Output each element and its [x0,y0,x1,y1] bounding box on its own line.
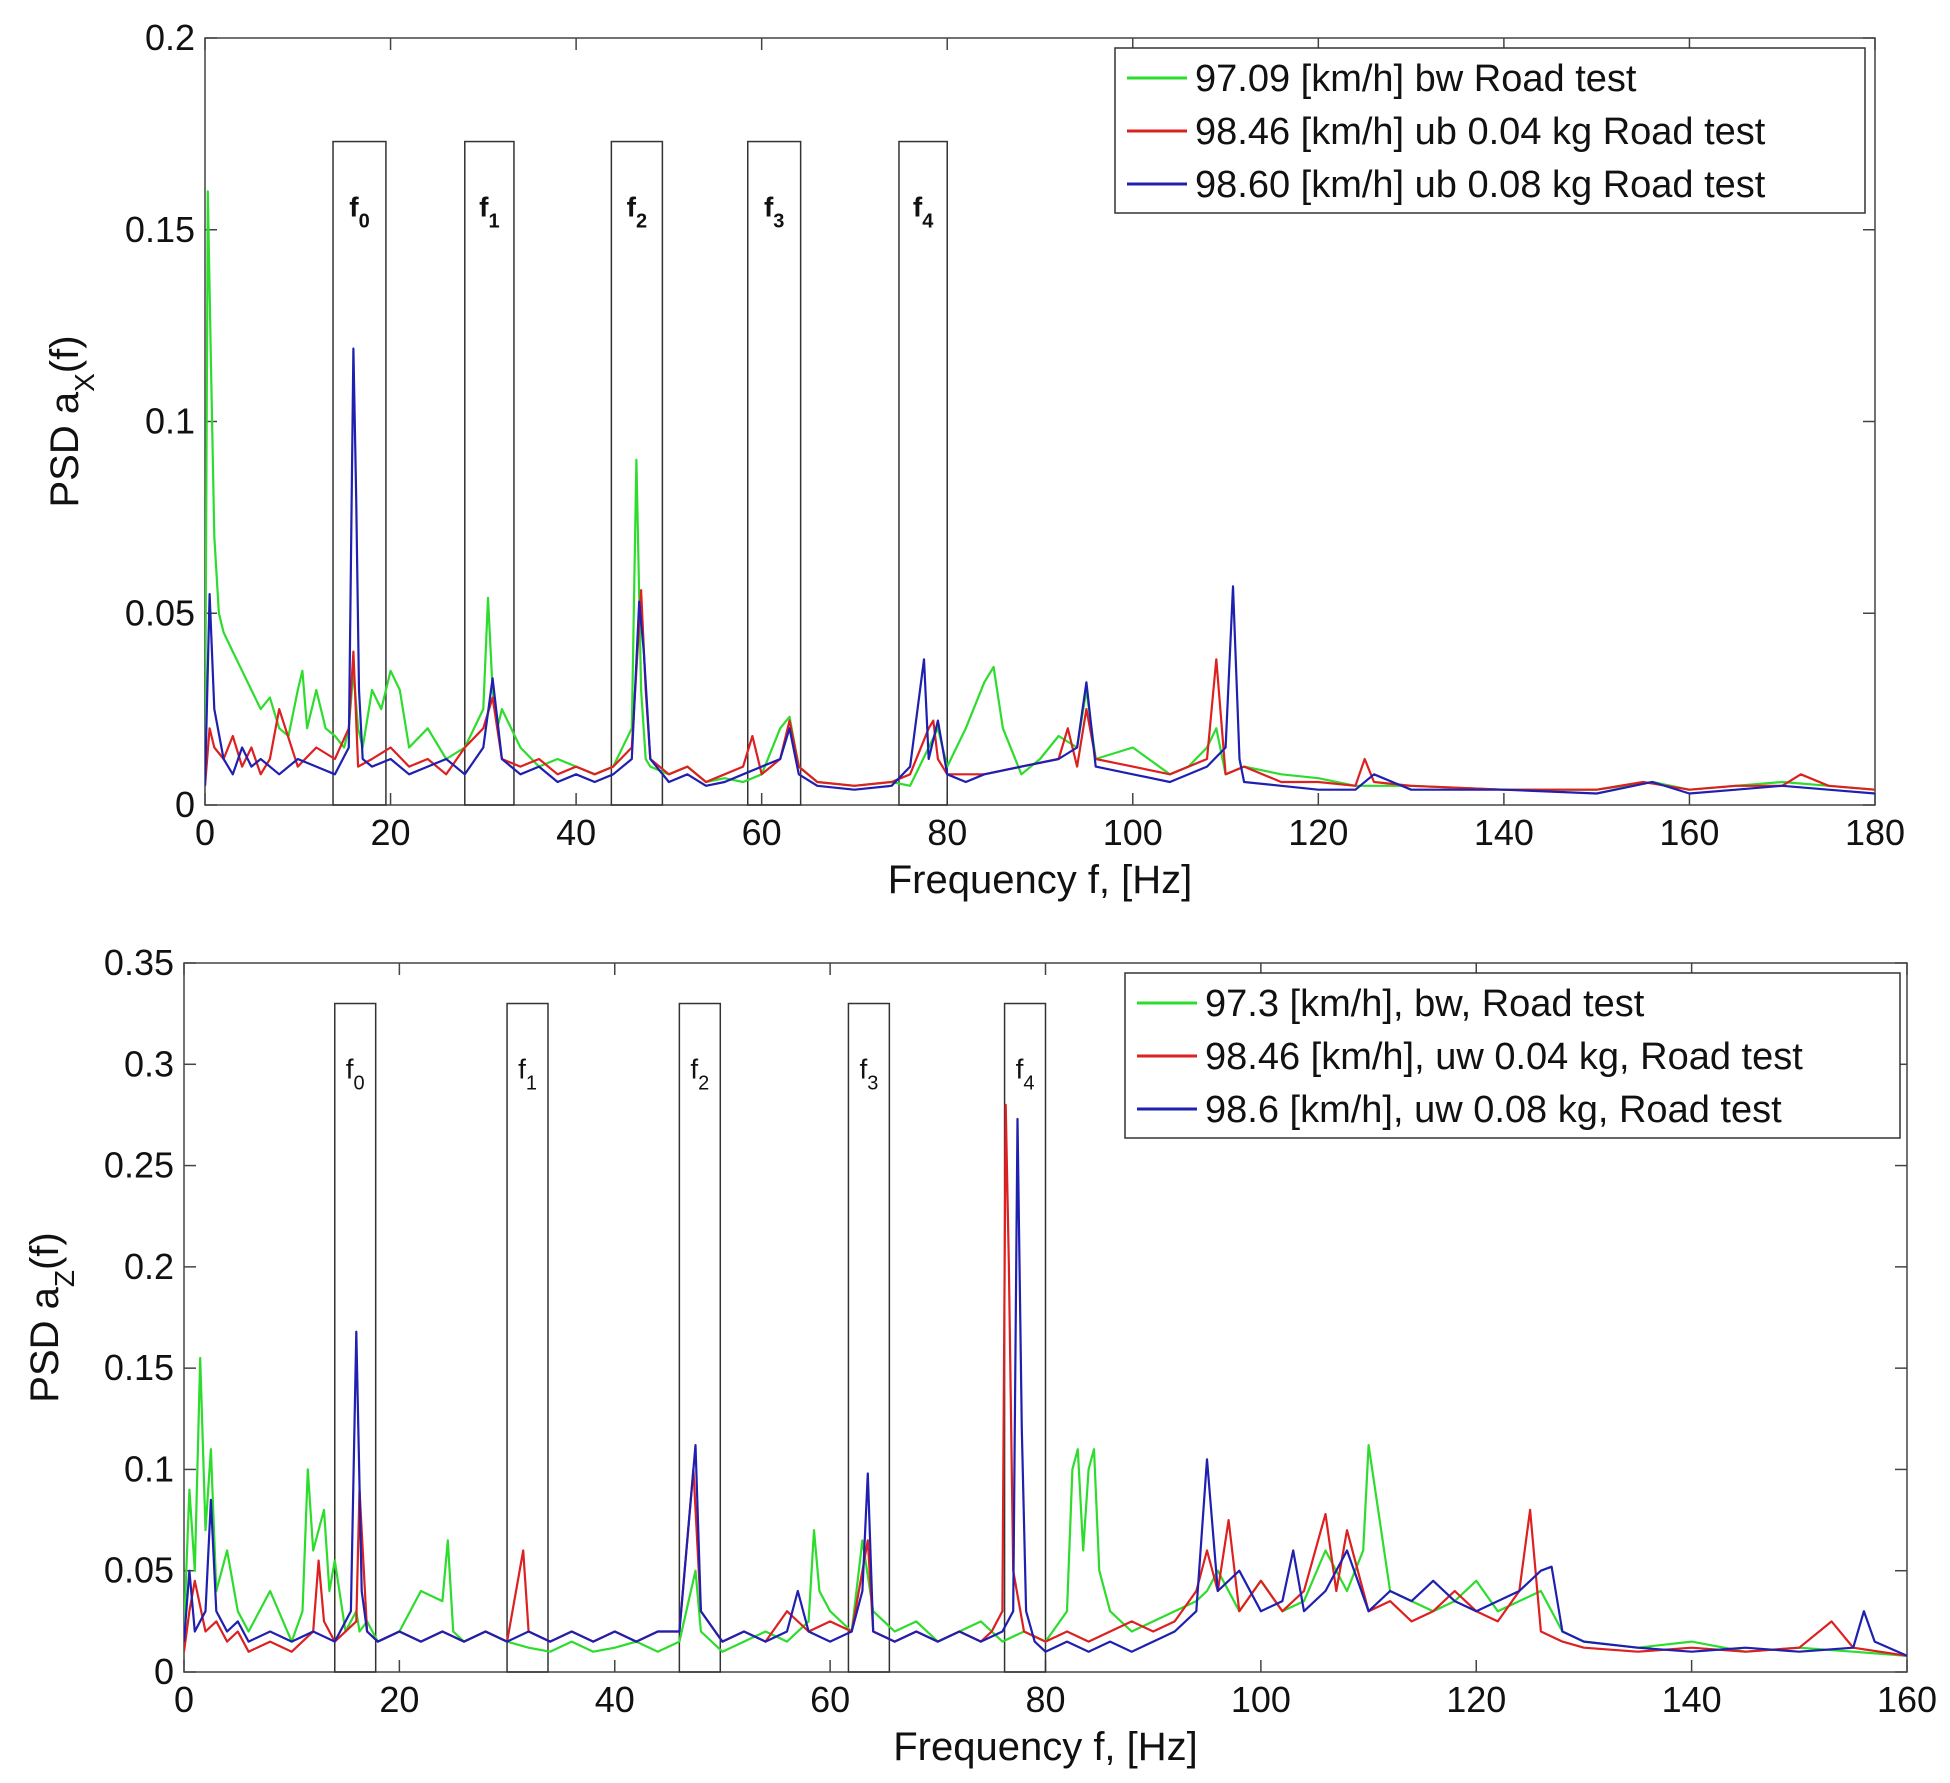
bottom-chart-psd-az: 0 20 40 60 80 100 120 140 16000.050.10.150.20.25… [23,942,1937,1769]
frequency-box-f3 [747,140,802,806]
top-chart-psd-ax: 0 20 40 60 80 100 120 140 160 18000.050.10.150.2F… [43,17,1905,902]
frequency-box-f2 [678,1002,722,1673]
y-tick-label: 0.15 [125,209,195,250]
y-axis-label: PSD aZ(f) [23,1232,80,1402]
y-tick-label: 0.3 [124,1043,174,1084]
x-tick-label: 60 [742,812,782,853]
frequency-box-f4 [898,140,948,806]
x-tick-label: 80 [927,812,967,853]
box-label-main: f [859,1054,867,1085]
x-axis-label: Frequency f, [Hz] [893,1725,1198,1769]
box-label-subscript: 0 [359,211,370,233]
y-tick-label: 0.1 [124,1448,174,1489]
legend-entry: 98.46 [km/h], uw 0.04 kg, Road test [1205,1036,1803,1078]
box-label-main: f [913,192,923,223]
x-tick-label: 120 [1446,1679,1506,1720]
frequency-box-f1 [464,140,515,806]
box-label-subscript: 0 [354,1073,365,1095]
box-label-main: f [1016,1054,1024,1085]
x-tick-label: 180 [1845,812,1905,853]
box-label-main: f [518,1054,526,1085]
y-tick-label: 0 [154,1651,174,1692]
box-label-subscript: 2 [636,211,647,233]
legend-entry: 97.09 [km/h] bw Road test [1195,58,1637,100]
y-tick-label: 0.25 [104,1145,174,1186]
y-axis-label-suffix: (f) [23,1232,67,1270]
x-tick-label: 160 [1877,1679,1937,1720]
series-line-0 [205,190,1875,791]
series-line-2 [184,1117,1907,1657]
y-axis-label: PSD aX(f) [43,335,100,507]
y-tick-label: 0.2 [124,1246,174,1287]
x-tick-label: 0 [174,1679,194,1720]
series-line-2 [205,347,1875,795]
series-line-0 [184,1356,1907,1657]
frequency-box-label: f2 [627,192,647,233]
x-tick-label: 40 [556,812,596,853]
box-label-subscript: 4 [1023,1073,1034,1095]
y-axis-label-main: PSD a [43,391,87,507]
frequency-box-label: f4 [1016,1054,1035,1095]
y-tick-label: 0.2 [145,17,195,58]
box-label-main: f [690,1054,698,1085]
x-tick-label: 0 [195,812,215,853]
legend-entry: 98.46 [km/h] ub 0.04 kg Road test [1195,111,1766,153]
y-tick-label: 0 [175,784,195,825]
x-tick-label: 120 [1288,812,1348,853]
frequency-box-f1 [506,1002,549,1673]
x-tick-label: 160 [1659,812,1719,853]
frequency-box-f0 [334,1002,377,1673]
box-label-main: f [349,192,359,223]
x-axis-label: Frequency f, [Hz] [888,858,1193,902]
x-tick-label: 20 [379,1679,419,1720]
y-tick-label: 0.1 [145,401,195,442]
box-label-subscript: 1 [488,211,499,233]
box-label-subscript: 1 [526,1073,537,1095]
box-label-main: f [764,192,774,223]
legend-entry: 98.6 [km/h], uw 0.08 kg, Road test [1205,1089,1782,1131]
frequency-box-label: f1 [479,192,499,233]
frequency-box-label: f3 [859,1054,878,1095]
y-tick-label: 0.15 [104,1347,174,1388]
frequency-box-label: f4 [913,192,934,233]
legend-entry: 97.3 [km/h], bw, Road test [1205,983,1645,1025]
frequency-box-label: f2 [690,1054,709,1095]
box-label-subscript: 4 [922,211,934,233]
y-axis-label-suffix: (f) [43,335,87,373]
box-label-subscript: 3 [773,211,784,233]
y-axis-label-main: PSD a [23,1286,67,1402]
x-tick-label: 20 [371,812,411,853]
frequency-box-f3 [847,1002,891,1673]
frequency-box-label: f3 [764,192,784,233]
y-axis-label-subscript: Z [49,1270,80,1287]
legend-box [1124,972,1901,1139]
x-tick-label: 100 [1231,1679,1291,1720]
box-label-main: f [479,192,489,223]
box-label-subscript: 3 [867,1073,878,1095]
frequency-box-f2 [610,140,664,806]
x-tick-label: 60 [810,1679,850,1720]
y-axis-label-subscript: X [69,373,100,392]
frequency-box-f0 [332,140,387,806]
y-tick-label: 0.35 [104,942,174,983]
box-label-main: f [627,192,637,223]
legend-box [1114,47,1866,214]
x-tick-label: 100 [1103,812,1163,853]
x-tick-label: 80 [1025,1679,1065,1720]
y-tick-label: 0.05 [125,592,195,633]
x-tick-label: 140 [1474,812,1534,853]
box-label-main: f [346,1054,354,1085]
legend-entry: 98.60 [km/h] ub 0.08 kg Road test [1195,164,1766,206]
x-tick-label: 40 [595,1679,635,1720]
frequency-box-label: f1 [518,1054,537,1095]
frequency-box-label: f0 [346,1054,365,1095]
box-label-subscript: 2 [698,1073,709,1095]
y-tick-label: 0.05 [104,1550,174,1591]
frequency-box-label: f0 [349,192,369,233]
x-tick-label: 140 [1662,1679,1722,1720]
